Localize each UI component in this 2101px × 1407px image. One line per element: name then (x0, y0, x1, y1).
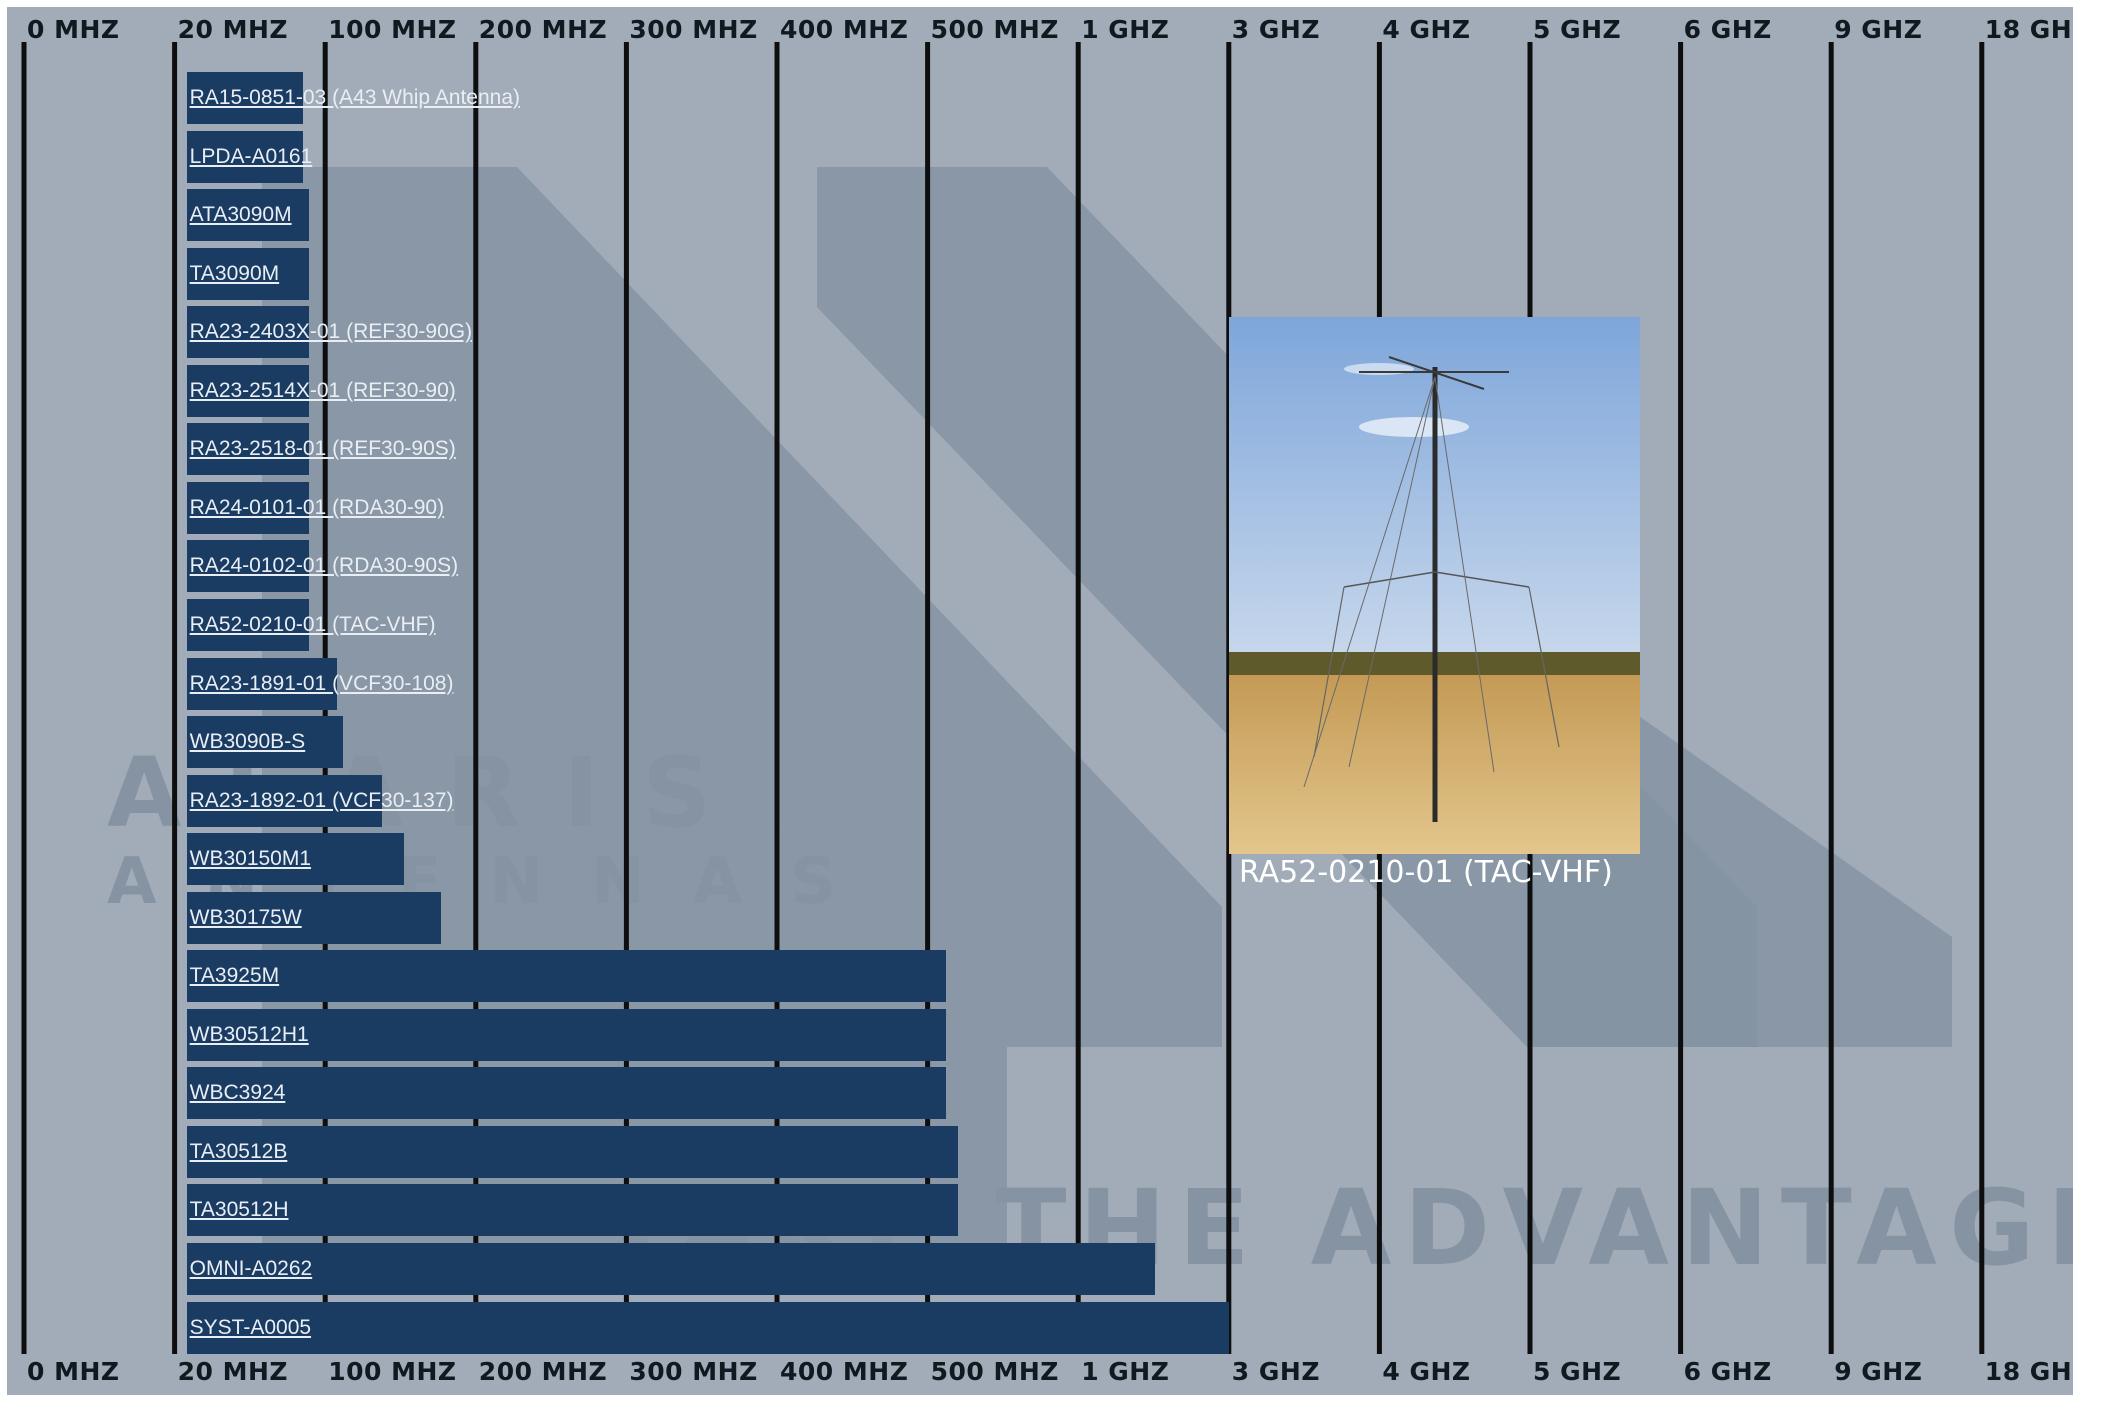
tick-label-top: 4 GHZ (1382, 15, 1471, 44)
tick-label-bottom: 3 GHZ (1231, 1357, 1320, 1386)
antenna-link[interactable]: RA24-0101-01 (RDA30-90) (189, 495, 445, 519)
tick-label-bottom: 0 MHZ (27, 1357, 120, 1386)
tick-label-bottom: 6 GHZ (1683, 1357, 1772, 1386)
antenna-link[interactable]: WB30175W (189, 905, 302, 929)
antenna-link[interactable]: SYST-A0005 (189, 1315, 312, 1339)
tick-label-top: 300 MHZ (629, 15, 758, 44)
antenna-link[interactable]: RA52-0210-01 (TAC-VHF) (189, 612, 436, 636)
tick-label-bottom: 300 MHZ (629, 1357, 758, 1386)
tick-label-top: 20 MHZ (177, 15, 289, 44)
tick-label-top: 0 MHZ (27, 15, 120, 44)
tick-label-bottom: 200 MHZ (478, 1357, 608, 1386)
antenna-link[interactable]: WBC3924 (189, 1081, 286, 1105)
antenna-link[interactable]: WB30512H1 (189, 1022, 309, 1046)
bar (186, 833, 404, 886)
antenna-link[interactable]: RA23-1892-01 (VCF30-137) (189, 788, 454, 812)
bar (186, 891, 442, 944)
bar (186, 1067, 946, 1120)
bar (186, 540, 309, 593)
tick-label-top: 9 GHZ (1834, 15, 1923, 44)
bar (186, 364, 309, 417)
tick-label-top: 18 GHZ (1984, 15, 2073, 44)
antenna-link[interactable]: ATA3090M (189, 203, 292, 227)
tick-label-top: 1 GHZ (1081, 15, 1170, 44)
bar (186, 189, 309, 242)
tick-label-bottom: 500 MHZ (930, 1357, 1059, 1386)
tick-label-bottom: 4 GHZ (1382, 1357, 1471, 1386)
tick-label-top: 6 GHZ (1683, 15, 1772, 44)
tick-label-bottom: 20 MHZ (177, 1357, 289, 1386)
photo-caption: RA52-0210-01 (TAC-VHF) (1239, 855, 1613, 890)
bar (186, 1301, 1229, 1354)
antenna-link[interactable]: RA23-2403X-01 (REF30-90G) (189, 320, 473, 344)
antenna-link[interactable]: RA24-0102-01 (RDA30-90S) (189, 554, 459, 578)
bar (186, 72, 303, 124)
antenna-link[interactable]: RA15-0851-03 (A43 Whip Antenna) (189, 86, 521, 109)
antenna-link[interactable]: WB30150M1 (189, 847, 312, 871)
bar (186, 1008, 946, 1061)
bar (186, 481, 309, 534)
bar (186, 774, 383, 827)
tick-label-bottom: 1 GHZ (1081, 1357, 1170, 1386)
antenna-link[interactable]: LPDA-A0161 (189, 144, 313, 168)
bar (186, 716, 344, 769)
bar (186, 423, 309, 476)
tick-label-top: 5 GHZ (1533, 15, 1622, 44)
tick-label-bottom: 9 GHZ (1834, 1357, 1923, 1386)
bar (186, 950, 946, 1003)
antenna-link[interactable]: WB3090B-S (189, 730, 306, 754)
tick-label-bottom: 400 MHZ (780, 1357, 909, 1386)
tick-label-top: 200 MHZ (478, 15, 608, 44)
bar (186, 247, 309, 300)
antenna-link[interactable]: TA3090M (189, 261, 280, 285)
bar (186, 306, 309, 359)
chart-panel: ALARIS ANTENNAS TAKE THE ADVANTAGE 0 MHZ… (7, 7, 2073, 1395)
bar (186, 1243, 1155, 1295)
tick-label-top: 100 MHZ (328, 15, 457, 44)
antenna-link[interactable]: RA23-2518-01 (REF30-90S) (189, 437, 456, 461)
antenna-photo (1229, 317, 1640, 854)
tick-label-top: 500 MHZ (930, 15, 1059, 44)
bar (186, 1184, 958, 1237)
tick-label-bottom: 5 GHZ (1533, 1357, 1622, 1386)
tick-label-top: 400 MHZ (780, 15, 909, 44)
bar (186, 130, 303, 183)
antenna-link[interactable]: TA30512H (189, 1198, 289, 1222)
antenna-link[interactable]: OMNI-A0262 (189, 1257, 313, 1280)
tick-label-bottom: 18 GHZ (1984, 1357, 2073, 1386)
antenna-link[interactable]: TA3925M (189, 964, 280, 988)
antenna-link[interactable]: RA23-2514X-01 (REF30-90) (189, 378, 456, 402)
antenna-link[interactable]: TA30512B (189, 1139, 288, 1163)
tick-label-top: 3 GHZ (1231, 15, 1320, 44)
bar (186, 1125, 958, 1178)
bar (186, 657, 338, 710)
bar (186, 598, 309, 651)
antenna-link[interactable]: RA23-1891-01 (VCF30-108) (189, 671, 454, 695)
tick-label-bottom: 100 MHZ (328, 1357, 457, 1386)
